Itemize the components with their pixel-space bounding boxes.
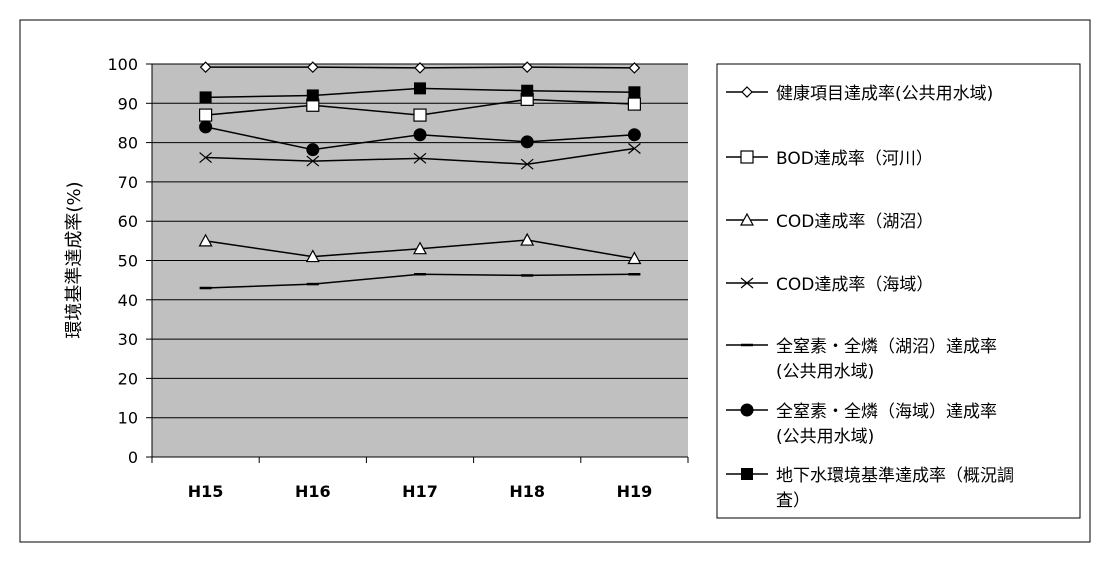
data-point — [414, 82, 426, 95]
data-point — [627, 251, 642, 265]
legend-label: COD達成率（湖沼） — [776, 212, 933, 232]
x-tick-label: H18 — [509, 482, 545, 501]
data-point — [199, 91, 212, 104]
data-point — [305, 249, 320, 263]
data-point — [306, 89, 319, 102]
data-point — [520, 158, 534, 170]
y-tick-label: 0 — [128, 448, 138, 467]
data-point — [741, 86, 753, 98]
data-point — [413, 128, 427, 142]
legend-box — [716, 63, 1081, 519]
data-point — [740, 277, 754, 289]
legend-label: 健康項目達成率(公共用水域) — [776, 84, 993, 104]
series-1 — [199, 92, 642, 122]
data-point — [740, 403, 754, 417]
y-tick-label: 60 — [118, 212, 138, 231]
legend-label: 全窒素・全燐（湖沼）達成率 — [776, 337, 997, 357]
data-point — [306, 61, 319, 73]
series-2 — [198, 232, 642, 265]
y-tick-label: 90 — [118, 94, 138, 113]
data-point — [741, 468, 753, 480]
y-tick-label: 70 — [118, 173, 138, 192]
legend-entry: COD達成率（海域） — [726, 275, 933, 295]
series-0 — [199, 61, 641, 74]
legend-label: 地下水環境基準達成率（概況調 — [776, 466, 1014, 486]
legend-entry: BOD達成率（河川） — [726, 149, 933, 169]
data-point — [412, 241, 428, 255]
y-tick-label: 50 — [118, 252, 138, 271]
legend: 健康項目達成率(公共用水域) BOD達成率（河川） COD達成率（湖沼） COD達成率… — [726, 84, 1014, 511]
data-point — [628, 62, 641, 74]
y-tick-label: 20 — [118, 369, 138, 388]
y-tick-label: 80 — [118, 134, 138, 153]
legend-label: 全窒素・全燐（海域）達成率 — [776, 402, 997, 422]
y-tick-label: 40 — [118, 291, 138, 310]
x-tick-label: H19 — [617, 482, 653, 501]
series-group — [198, 61, 642, 290]
y-tick-label: 30 — [118, 330, 138, 349]
legend-entry: 全窒素・全燐（湖沼）達成率 (公共用水域) — [726, 337, 997, 382]
series-3 — [199, 143, 641, 170]
legend-label: COD達成率（海域） — [776, 275, 933, 295]
data-point — [739, 212, 755, 226]
legend-entry: 健康項目達成率(公共用水域) — [726, 84, 993, 104]
y-tick-label: 10 — [118, 409, 138, 428]
data-point — [627, 97, 642, 111]
legend-entry: 全窒素・全燐（海域）達成率 (公共用水域) — [726, 402, 997, 447]
data-point — [199, 152, 212, 163]
data-point — [628, 143, 641, 154]
data-point — [306, 155, 320, 167]
data-point — [199, 108, 213, 122]
data-point — [520, 232, 535, 246]
data-point — [521, 84, 534, 97]
x-tick-label: H17 — [402, 482, 438, 501]
data-point — [306, 143, 320, 157]
x-tick-label: H16 — [295, 482, 331, 501]
legend-entry: COD達成率（湖沼） — [726, 212, 933, 232]
data-point — [413, 152, 427, 164]
data-point — [414, 62, 426, 74]
data-point — [413, 108, 427, 122]
data-point — [198, 233, 213, 247]
legend-label-continued: (公共用水域) — [776, 427, 874, 447]
data-point — [628, 86, 641, 99]
data-point — [627, 128, 641, 142]
series-6 — [199, 82, 641, 104]
data-point — [199, 120, 213, 134]
legend-label: BOD達成率（河川） — [776, 149, 933, 169]
axes: 0 10 20 30 40 50 60 70 80 90 100 H15 H16 H17 H18 H19 — [107, 55, 689, 501]
data-point — [740, 150, 754, 164]
data-point — [521, 61, 534, 73]
legend-label-continued: (公共用水域) — [776, 362, 874, 382]
x-tick-label: H15 — [188, 482, 224, 501]
legend-label-continued: 査） — [776, 491, 810, 511]
series-4 — [199, 273, 641, 290]
series-5 — [199, 120, 641, 157]
data-point — [520, 135, 534, 149]
gridlines — [152, 63, 688, 419]
y-tick-label: 100 — [107, 55, 138, 74]
data-point — [199, 61, 212, 73]
y-axis-label: 環境基準達成率(%) — [64, 181, 85, 338]
